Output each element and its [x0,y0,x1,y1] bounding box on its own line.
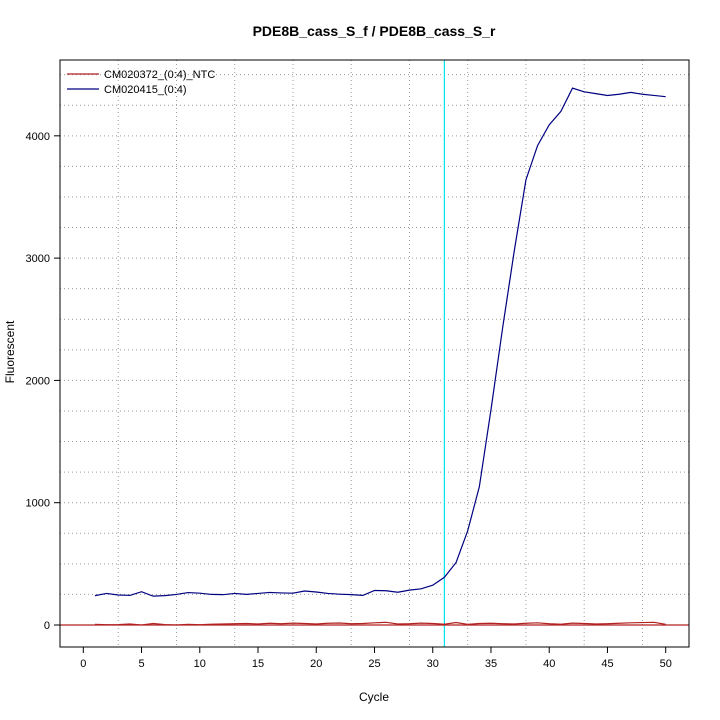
x-tick-label: 45 [601,658,613,670]
y-tick-label: 2000 [26,375,50,387]
x-axis: 0 5 10 15 20 25 30 35 40 45 50 [80,647,672,670]
x-tick-label: 10 [194,658,206,670]
grid [60,60,689,647]
x-tick-label: 40 [543,658,555,670]
x-tick-label: 20 [310,658,322,670]
legend-label-1: CM020372_(0:4)_NTC [104,69,215,81]
x-tick-label: 25 [368,658,380,670]
y-tick-label: 3000 [26,253,50,265]
x-tick-label: 30 [427,658,439,670]
plot-frame [59,59,690,648]
x-tick-label: 50 [660,658,672,670]
y-axis: 0 1000 2000 3000 4000 [26,131,60,632]
x-tick-label: 15 [252,658,264,670]
x-tick-label: 0 [80,658,86,670]
y-tick-label: 4000 [26,131,50,143]
series-group [94,87,666,626]
x-tick-label: 5 [138,658,144,670]
y-tick-label: 1000 [26,498,50,510]
legend-label-2: CM020415_(0:4) [104,84,187,96]
series-line-2 [94,87,666,597]
x-tick-label: 35 [485,658,497,670]
x-axis-label: Cycle [359,690,389,704]
chart-title: PDE8B_cass_S_f / PDE8B_cass_S_r [253,23,496,39]
y-axis-label: Fluorescent [3,320,17,383]
series-line-1 [94,621,666,626]
y-tick-label: 0 [44,620,50,632]
legend: CM020372_(0:4)_NTC CM020415_(0:4) [67,69,215,96]
